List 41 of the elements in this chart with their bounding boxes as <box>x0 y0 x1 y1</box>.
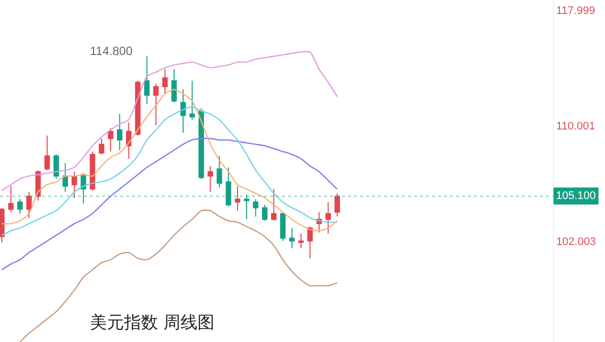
y-tick-label: 102.003 <box>556 236 596 248</box>
candlestick <box>44 135 50 171</box>
candlestick <box>171 68 177 103</box>
candlestick <box>262 204 268 222</box>
candlestick <box>216 155 222 188</box>
candlestick <box>162 68 168 94</box>
annotation: 114.800 <box>90 44 133 58</box>
candlestick <box>62 162 68 192</box>
candlestick <box>144 56 150 104</box>
ref-line-label: 105.100 <box>556 190 596 202</box>
candlestick <box>116 114 122 151</box>
candlestick <box>307 226 313 259</box>
candlestick <box>244 194 250 220</box>
candlestick <box>234 186 240 212</box>
candlestick <box>289 228 295 249</box>
candlestick <box>8 186 14 213</box>
candlestick <box>53 154 59 180</box>
candlestick <box>271 188 276 222</box>
candlestick <box>226 166 232 207</box>
candlestick <box>280 212 286 242</box>
candlestick <box>17 198 23 214</box>
candlestick <box>98 138 104 155</box>
line-series <box>19 210 338 342</box>
candlestick <box>252 198 258 217</box>
candlestick <box>325 202 331 234</box>
candlestick <box>0 207 5 243</box>
text: 美元指数 周线图 <box>90 312 214 333</box>
candlestick <box>153 83 159 126</box>
candlestick <box>198 108 204 180</box>
y-tick-label: 110.001 <box>556 120 596 132</box>
candlestick <box>126 122 132 160</box>
candlestick <box>208 165 214 192</box>
candlestick <box>26 191 32 218</box>
candlestick <box>298 233 304 249</box>
candlestick <box>180 88 186 134</box>
candlestick <box>72 171 78 198</box>
candlestick <box>334 192 340 217</box>
candlestick <box>108 128 114 152</box>
y-tick-label: 117.999 <box>556 4 596 17</box>
line-series <box>1 138 338 270</box>
candlestick <box>189 80 195 120</box>
